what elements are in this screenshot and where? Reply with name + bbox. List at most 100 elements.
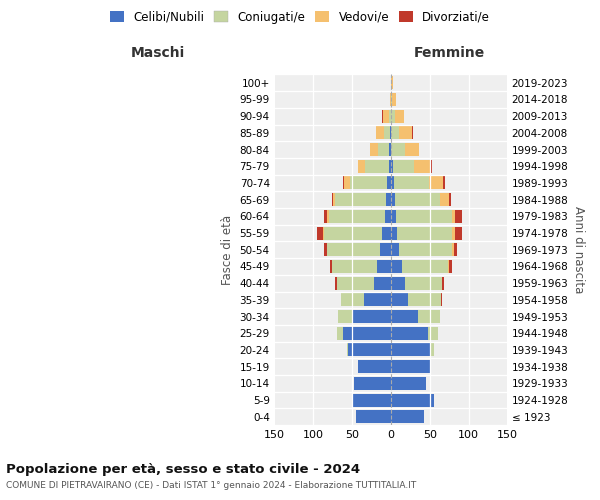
Bar [449,193,451,206]
Bar [391,410,424,424]
Bar [385,210,391,223]
Bar [350,176,387,190]
Bar [382,226,391,239]
Bar [430,344,434,356]
Bar [387,176,391,190]
Bar [391,160,392,173]
Bar [377,260,391,273]
Bar [391,260,402,273]
Bar [323,244,328,256]
Bar [452,244,454,256]
Text: Popolazione per età, sesso e stato civile - 2024: Popolazione per età, sesso e stato civil… [6,462,360,475]
Bar [376,126,384,140]
Bar [380,244,391,256]
Bar [391,176,394,190]
Bar [397,226,452,239]
Bar [386,193,391,206]
Bar [402,260,448,273]
Bar [395,193,440,206]
Text: COMUNE DI PIETRAVAIRANO (CE) - Dati ISTAT 1° gennaio 2024 - Elaborazione TUTTITA: COMUNE DI PIETRAVAIRANO (CE) - Dati ISTA… [6,481,416,490]
Bar [418,310,440,323]
Bar [389,110,391,122]
Bar [448,260,449,273]
Bar [344,176,350,190]
Bar [395,210,452,223]
Bar [389,143,391,156]
Bar [343,176,344,190]
Bar [354,377,391,390]
Bar [452,210,455,223]
Bar [337,276,374,289]
Bar [370,143,378,156]
Bar [358,360,391,373]
Bar [391,327,428,340]
Bar [391,210,395,223]
Bar [391,294,408,306]
Bar [341,294,364,306]
Bar [399,126,412,140]
Bar [389,160,391,173]
Bar [391,344,430,356]
Bar [405,276,442,289]
Bar [333,193,335,206]
Y-axis label: Fasce di età: Fasce di età [221,214,234,285]
Bar [408,294,440,306]
Bar [391,394,434,406]
Bar [392,160,415,173]
Bar [337,327,343,340]
Bar [332,260,377,273]
Bar [392,93,395,106]
Text: Maschi: Maschi [131,46,185,60]
Bar [352,394,391,406]
Bar [391,377,426,390]
Bar [429,176,443,190]
Bar [440,294,442,306]
Y-axis label: Anni di nascita: Anni di nascita [572,206,585,294]
Bar [323,210,328,223]
Bar [394,176,429,190]
Bar [328,210,329,223]
Bar [391,110,395,122]
Bar [415,160,431,173]
Bar [442,276,444,289]
Bar [328,244,380,256]
Bar [391,76,392,90]
Bar [335,276,337,289]
Bar [443,176,445,190]
Bar [383,110,389,122]
Bar [455,210,461,223]
Bar [391,93,392,106]
Bar [332,193,333,206]
Bar [391,226,397,239]
Bar [391,310,418,323]
Bar [440,193,449,206]
Bar [391,276,405,289]
Bar [352,310,391,323]
Bar [374,276,391,289]
Text: Femmine: Femmine [413,46,485,60]
Bar [391,126,399,140]
Bar [378,143,389,156]
Bar [349,344,391,356]
Bar [391,193,395,206]
Bar [428,327,437,340]
Bar [382,110,383,122]
Bar [347,344,349,356]
Bar [412,126,413,140]
Bar [331,260,332,273]
Bar [431,160,432,173]
Bar [390,126,391,140]
Bar [335,193,386,206]
Bar [364,294,391,306]
Bar [391,360,430,373]
Bar [399,244,452,256]
Bar [454,244,457,256]
Bar [384,126,390,140]
Bar [329,210,385,223]
Bar [391,143,405,156]
Bar [449,260,452,273]
Bar [395,110,404,122]
Legend: Celibi/Nubili, Coniugati/e, Vedovi/e, Divorziati/e: Celibi/Nubili, Coniugati/e, Vedovi/e, Di… [105,6,495,28]
Bar [405,143,419,156]
Bar [365,160,389,173]
